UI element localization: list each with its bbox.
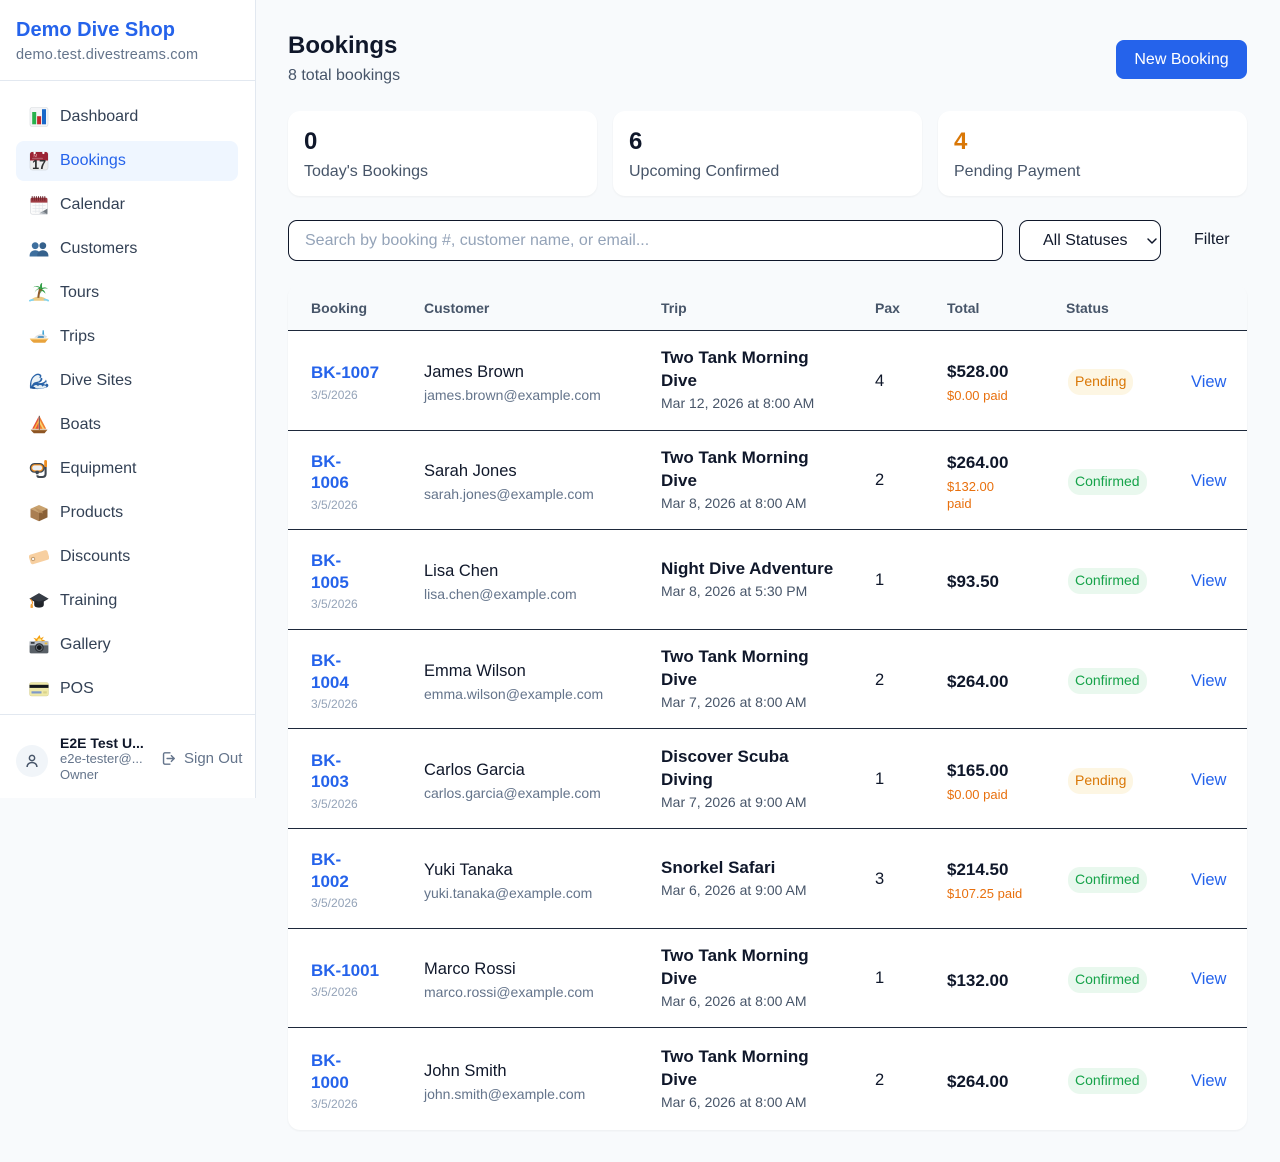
svg-text:M: M — [33, 153, 37, 159]
svg-text:17: 17 — [32, 158, 46, 171]
